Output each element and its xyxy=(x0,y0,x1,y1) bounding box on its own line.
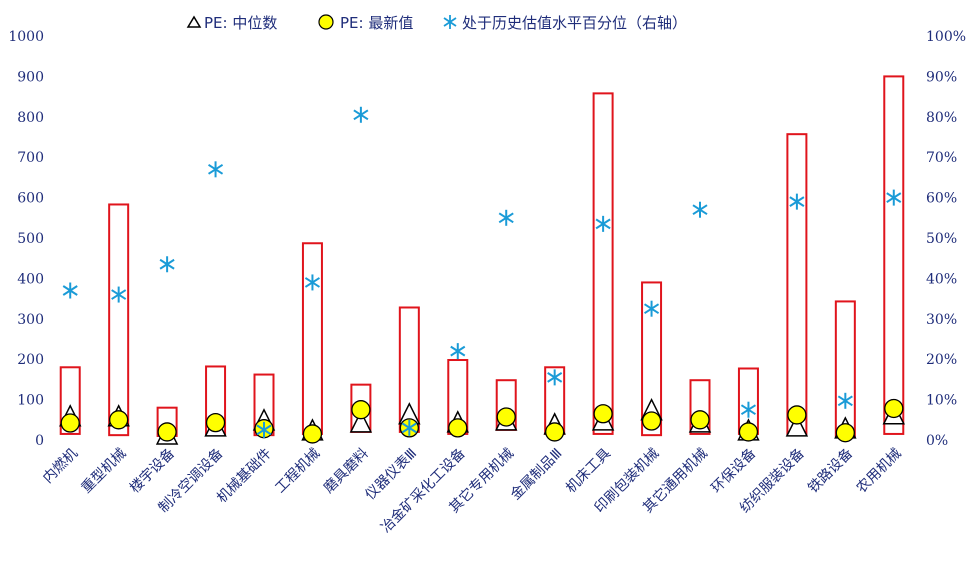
right-tick-label: 0% xyxy=(926,433,948,449)
range-bar xyxy=(689,379,711,435)
range-bar xyxy=(592,92,614,435)
latest-circle xyxy=(302,424,323,444)
percentile-asterisk xyxy=(886,189,902,206)
category-label: 内燃机 xyxy=(39,445,81,487)
latest-circle xyxy=(205,412,226,433)
percentile-asterisk xyxy=(595,215,611,232)
category-label: 重型机械 xyxy=(79,446,130,497)
left-tick-label: 100 xyxy=(17,393,44,409)
left-tick-label: 700 xyxy=(17,150,44,166)
latest-circle xyxy=(109,410,129,430)
category-label: 楼宇设备 xyxy=(126,445,178,497)
right-tick-label: 50% xyxy=(926,231,957,247)
percentile-asterisk xyxy=(450,343,466,360)
latest-circle xyxy=(884,398,904,419)
right-tick-label: 90% xyxy=(926,69,957,85)
range-bar xyxy=(301,242,323,435)
category-label: 磨具磨料 xyxy=(321,446,372,497)
latest-circle xyxy=(157,422,177,442)
percentile-asterisk xyxy=(692,201,708,218)
range-bar xyxy=(834,300,856,437)
left-tick-label: 500 xyxy=(17,231,44,247)
left-tick-label: 400 xyxy=(17,271,44,287)
latest-markers xyxy=(60,398,904,444)
left-tick-label: 800 xyxy=(17,110,44,126)
legend-asterisk-icon xyxy=(443,15,457,29)
category-label: 工程机械 xyxy=(272,446,323,497)
right-tick-label: 100% xyxy=(926,29,966,45)
percentile-asterisk xyxy=(547,369,563,386)
percentile-asterisk xyxy=(62,282,78,299)
right-tick-label: 80% xyxy=(926,110,957,126)
right-tick-label: 70% xyxy=(926,150,957,166)
right-tick-label: 40% xyxy=(926,271,957,287)
latest-circle xyxy=(545,422,565,442)
right-tick-label: 60% xyxy=(926,191,957,207)
range-bar xyxy=(786,133,808,435)
right-tick-label: 10% xyxy=(926,393,957,409)
category-label: 环保设备 xyxy=(708,445,760,497)
category-label: 冶金矿采化工设备 xyxy=(377,445,468,536)
percentile-asterisk xyxy=(304,274,320,291)
latest-circle xyxy=(690,410,710,430)
category-label: 机床工具 xyxy=(563,446,614,497)
left-tick-label: 1000 xyxy=(8,29,44,45)
range-bar xyxy=(641,281,663,437)
left-axis: 0 100 200 300 400 500 600 700 800 900 1000 xyxy=(8,29,44,449)
percentile-asterisk xyxy=(644,300,660,317)
right-axis: 0% 10% 20% 30% 40% 50% 60% 70% 80% 90% 100% xyxy=(926,29,966,449)
legend-item-percentile: 处于历史估值水平百分位（右轴） xyxy=(443,14,687,32)
legend-label-latest: PE: 最新值 xyxy=(340,14,413,32)
left-tick-label: 200 xyxy=(17,352,44,368)
legend-item-latest: PE: 最新值 xyxy=(318,14,413,32)
category-label: 农用机械 xyxy=(854,446,905,497)
range-bar xyxy=(59,366,81,435)
legend: PE: 中位数 PE: 最新值 处于历史估值水平百分位（右轴） xyxy=(186,14,687,32)
legend-label-percentile: 处于历史估值水平百分位（右轴） xyxy=(462,14,687,32)
legend-triangle-icon xyxy=(186,15,202,28)
median-markers xyxy=(59,398,905,445)
percentile-asterisk xyxy=(208,161,224,178)
percentile-markers xyxy=(62,106,902,438)
left-tick-label: 0 xyxy=(35,433,44,449)
legend-circle-icon xyxy=(318,14,334,30)
latest-circle xyxy=(787,405,807,425)
latest-circle xyxy=(496,407,516,427)
percentile-asterisk xyxy=(498,209,514,226)
percentile-asterisk xyxy=(401,419,417,436)
right-tick-label: 20% xyxy=(926,352,957,368)
latest-circle xyxy=(448,418,468,438)
percentile-asterisk xyxy=(159,256,175,273)
range-bar xyxy=(883,75,905,435)
latest-circle xyxy=(60,413,80,433)
percentile-asterisk xyxy=(353,106,369,123)
percentile-asterisk xyxy=(837,392,853,409)
category-labels: 内燃机重型机械楼宇设备制冷空调设备机械基础件工程机械磨具磨料仪器仪表Ⅲ冶金矿采化… xyxy=(39,445,904,536)
category-label: 金属制品Ⅲ xyxy=(508,446,566,504)
percentile-asterisk xyxy=(256,421,272,438)
legend-item-median: PE: 中位数 xyxy=(186,14,277,32)
left-tick-label: 600 xyxy=(17,191,44,207)
latest-circle xyxy=(641,411,662,431)
right-tick-label: 30% xyxy=(926,312,957,328)
range-bar xyxy=(108,203,130,437)
latest-circle xyxy=(593,404,613,424)
left-tick-label: 300 xyxy=(17,312,44,328)
latest-circle xyxy=(351,400,371,420)
percentile-asterisk xyxy=(789,193,805,210)
latest-circle xyxy=(835,423,855,443)
percentile-asterisk xyxy=(740,401,756,418)
legend-label-median: PE: 中位数 xyxy=(204,14,277,32)
percentile-asterisk xyxy=(111,286,127,303)
category-label: 铁路设备 xyxy=(805,445,857,497)
latest-circle xyxy=(738,422,759,442)
left-tick-label: 900 xyxy=(17,69,44,85)
range-bars xyxy=(59,75,905,437)
median-triangle xyxy=(349,410,373,433)
median-triangle xyxy=(785,414,809,437)
